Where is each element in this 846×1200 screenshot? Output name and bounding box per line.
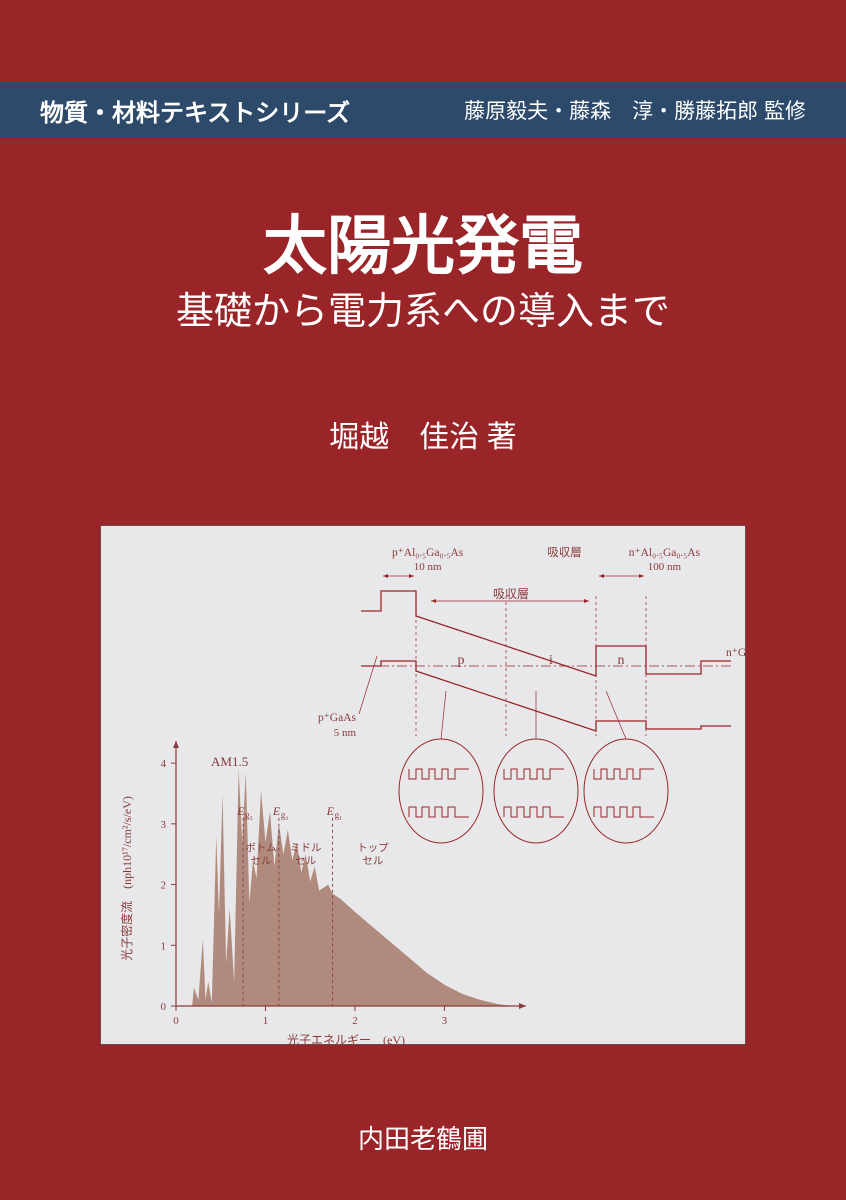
svg-text:p⁺Al₀.₅Ga₀.₅As: p⁺Al₀.₅Ga₀.₅As (392, 547, 464, 559)
svg-text:光子密度流 (nph10¹⁷/cm²/s/eV): 光子密度流 (nph10¹⁷/cm²/s/eV) (119, 796, 134, 961)
svg-text:10 nm: 10 nm (414, 561, 442, 573)
svg-text:3: 3 (442, 1015, 448, 1027)
svg-text:g₃: g₃ (245, 810, 253, 820)
svg-text:0: 0 (161, 1001, 167, 1013)
svg-text:2: 2 (161, 880, 167, 892)
svg-text:4: 4 (161, 758, 167, 770)
svg-text:p: p (458, 653, 465, 668)
svg-text:3: 3 (161, 819, 167, 831)
svg-text:2: 2 (352, 1015, 358, 1027)
header-bar: 物質・材料テキストシリーズ 藤原毅夫・藤森 淳・勝藤拓郎 監修 (0, 82, 846, 138)
svg-text:g₂: g₂ (281, 810, 289, 820)
svg-text:0: 0 (173, 1015, 179, 1027)
svg-text:n⁺GaAs 基板: n⁺GaAs 基板 (726, 645, 747, 659)
svg-text:AM1.5: AM1.5 (211, 754, 248, 769)
figure-svg: 0 1 2 3 0 1 2 3 4 光子エネルギー (eV) 光子密度流 (nph10¹⁷/cm²/… (101, 526, 747, 1046)
svg-text:ミドル: ミドル (290, 843, 322, 854)
supervisors: 藤原毅夫・藤森 淳・勝藤拓郎 監修 (464, 95, 806, 125)
svg-text:1: 1 (161, 940, 167, 952)
publisher: 内田老鶴圃 (0, 1119, 846, 1156)
svg-text:セル: セル (295, 855, 316, 867)
svg-text:セル: セル (251, 855, 272, 867)
svg-text:光子エネルギー (eV): 光子エネルギー (eV) (287, 1033, 405, 1046)
svg-text:5 nm: 5 nm (334, 727, 357, 739)
series-name: 物質・材料テキストシリーズ (40, 93, 350, 128)
book-title: 太陽光発電 (0, 195, 846, 287)
svg-text:n: n (618, 653, 625, 668)
author-name: 堀越 佳治 著 (0, 412, 846, 456)
svg-text:E: E (272, 804, 281, 818)
svg-text:p⁺GaAs: p⁺GaAs (318, 712, 357, 724)
svg-text:g₁: g₁ (335, 810, 343, 820)
svg-text:トップ: トップ (357, 842, 389, 854)
svg-text:i: i (549, 653, 553, 668)
book-subtitle: 基礎から電力系への導入まで (0, 280, 846, 335)
svg-text:n⁺Al₀.₅Ga₀.₅As: n⁺Al₀.₅Ga₀.₅As (629, 547, 701, 559)
svg-text:ボトム: ボトム (245, 842, 277, 854)
svg-text:E: E (236, 804, 245, 818)
figure-panel: 0 1 2 3 0 1 2 3 4 光子エネルギー (eV) 光子密度流 (nph10¹⁷/cm²/… (100, 525, 746, 1045)
svg-text:1: 1 (263, 1015, 269, 1027)
svg-text:吸収層: 吸収層 (493, 587, 529, 601)
svg-text:E: E (326, 804, 335, 818)
svg-text:吸収層: 吸収層 (547, 546, 582, 559)
svg-text:100 nm: 100 nm (648, 561, 682, 573)
svg-text:セル: セル (362, 855, 383, 867)
